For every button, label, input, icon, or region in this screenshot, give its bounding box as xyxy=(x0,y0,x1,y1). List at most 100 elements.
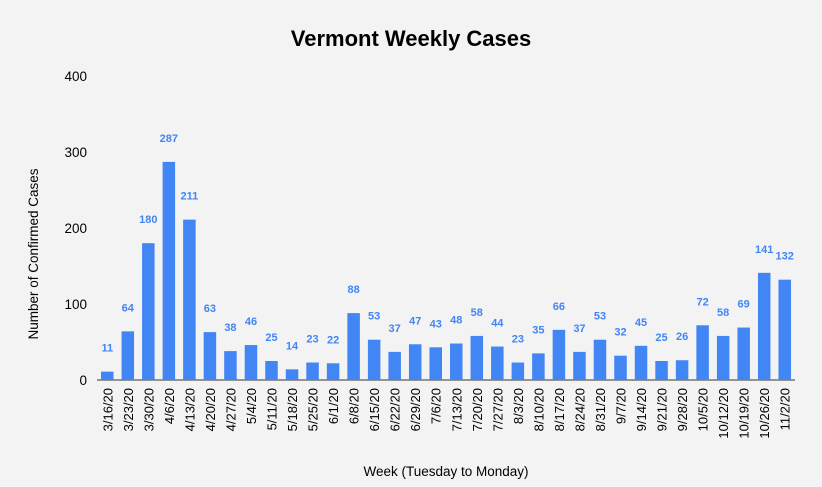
x-tick-label: 10/5/20 xyxy=(696,388,711,431)
value-labels-group: 11 64 180 287 211 63 38 46 25 14 23 22 88 53 37 47 43 48 5… xyxy=(101,133,793,355)
x-tick-label: 6/1/20 xyxy=(326,388,341,424)
data-label: 64 xyxy=(122,302,135,314)
bar xyxy=(326,363,340,380)
data-label: 211 xyxy=(181,191,199,203)
data-label: 38 xyxy=(224,322,236,334)
data-label: 25 xyxy=(265,332,277,344)
bar xyxy=(101,371,114,380)
x-tick-label: 5/18/20 xyxy=(285,388,300,431)
data-label: 26 xyxy=(676,331,688,343)
data-label: 45 xyxy=(635,317,647,329)
x-tick-label: 5/4/20 xyxy=(244,388,259,424)
x-tick-label: 8/3/20 xyxy=(511,388,526,424)
data-label: 53 xyxy=(594,311,606,323)
bars-group xyxy=(101,161,791,380)
data-label: 53 xyxy=(368,311,380,323)
data-label: 44 xyxy=(491,318,504,330)
data-label: 132 xyxy=(776,251,794,263)
x-tick-label: 8/17/20 xyxy=(552,388,567,431)
bar xyxy=(757,272,771,380)
data-label: 25 xyxy=(655,332,667,344)
bar xyxy=(614,355,627,380)
x-tick-label: 11/2/20 xyxy=(778,388,793,430)
y-tick-label: 0 xyxy=(79,373,87,388)
bar xyxy=(491,346,504,380)
data-label: 14 xyxy=(286,340,299,352)
bar xyxy=(142,243,155,380)
bar xyxy=(470,335,484,380)
data-label: 72 xyxy=(696,296,708,308)
x-tick-label: 8/10/20 xyxy=(531,388,546,431)
bar xyxy=(716,335,730,380)
data-label: 287 xyxy=(160,133,178,145)
bar xyxy=(162,161,176,380)
bar xyxy=(532,353,545,380)
data-label: 69 xyxy=(738,299,750,311)
x-tick-label: 9/28/20 xyxy=(675,388,690,431)
bar xyxy=(675,360,689,380)
data-label: 48 xyxy=(450,315,462,327)
data-label: 23 xyxy=(306,334,318,346)
x-tick-label: 6/22/20 xyxy=(388,388,403,431)
data-label: 180 xyxy=(139,214,157,226)
data-label: 11 xyxy=(101,343,113,355)
x-tick-label: 3/23/20 xyxy=(121,388,136,431)
y-tick-label: 300 xyxy=(64,145,87,160)
bar xyxy=(388,351,401,380)
bar xyxy=(552,329,566,380)
data-label: 22 xyxy=(327,334,339,346)
bar xyxy=(121,331,135,380)
x-tick-label: 4/27/20 xyxy=(223,388,238,431)
bar xyxy=(573,351,586,380)
bar xyxy=(183,219,196,380)
bar xyxy=(634,345,648,380)
data-label: 43 xyxy=(430,318,442,330)
x-tick-label: 10/12/20 xyxy=(716,388,731,439)
x-axis-label: Week (Tuesday to Monday) xyxy=(363,464,528,479)
data-label: 23 xyxy=(512,334,524,346)
y-tick-label: 200 xyxy=(64,221,87,236)
bar xyxy=(347,313,360,380)
bar xyxy=(593,339,607,380)
data-label: 66 xyxy=(553,301,565,313)
data-label: 32 xyxy=(614,327,626,339)
y-tick-label: 400 xyxy=(64,69,87,84)
x-tick-label: 7/6/20 xyxy=(429,388,444,424)
y-axis-ticks: 0 100 200 300 400 xyxy=(64,69,87,388)
x-tick-label: 4/6/20 xyxy=(162,388,177,424)
x-tick-label: 5/11/20 xyxy=(265,388,280,430)
x-tick-label: 10/19/20 xyxy=(737,388,752,439)
x-axis-ticks: 3/16/20 3/23/20 3/30/20 4/6/20 4/13/20 4/20/2… xyxy=(100,388,792,439)
y-axis-label: Number of Confirmed Cases xyxy=(26,168,41,339)
data-label: 88 xyxy=(347,284,359,296)
data-label: 47 xyxy=(409,315,421,327)
x-tick-label: 5/25/20 xyxy=(306,388,321,431)
bar xyxy=(450,343,463,380)
bar xyxy=(696,325,709,380)
x-tick-label: 6/8/20 xyxy=(347,388,362,424)
data-label: 46 xyxy=(245,316,257,328)
x-tick-label: 7/27/20 xyxy=(490,388,505,431)
x-tick-label: 8/24/20 xyxy=(572,388,587,431)
bar xyxy=(203,332,217,380)
data-label: 141 xyxy=(755,244,773,256)
bar xyxy=(265,361,278,380)
data-label: 35 xyxy=(532,324,544,336)
bar xyxy=(367,339,381,380)
data-label: 58 xyxy=(471,307,483,319)
x-tick-label: 3/16/20 xyxy=(100,388,115,431)
x-tick-label: 6/29/20 xyxy=(408,388,423,431)
x-tick-label: 4/20/20 xyxy=(203,388,218,431)
y-tick-label: 100 xyxy=(64,297,87,312)
x-tick-label: 7/13/20 xyxy=(449,388,464,431)
x-tick-label: 7/20/20 xyxy=(470,388,485,431)
data-label: 63 xyxy=(204,303,216,315)
x-tick-label: 9/21/20 xyxy=(655,388,670,431)
bar xyxy=(408,344,422,380)
x-tick-label: 9/7/20 xyxy=(614,388,629,424)
x-tick-label: 4/13/20 xyxy=(182,388,197,431)
x-tick-label: 6/15/20 xyxy=(367,388,382,431)
bar xyxy=(224,351,237,380)
chart-title: Vermont Weekly Cases xyxy=(291,26,532,51)
